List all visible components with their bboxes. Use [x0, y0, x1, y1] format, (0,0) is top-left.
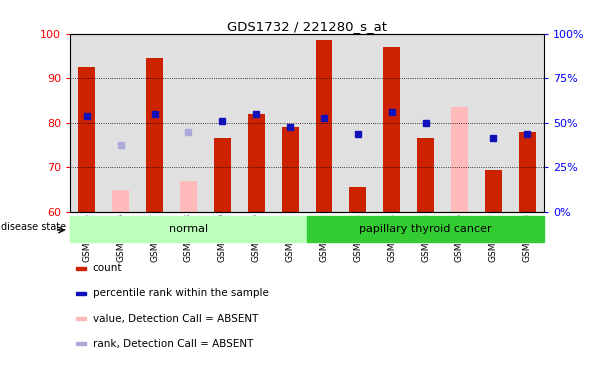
Bar [307, 216, 544, 242]
Bar [104, 34, 137, 212]
Bar [443, 34, 477, 212]
Bar [112, 190, 129, 212]
Text: count: count [92, 263, 122, 273]
Bar [282, 127, 299, 212]
Bar [273, 34, 307, 212]
Bar [214, 138, 231, 212]
Bar [70, 216, 307, 242]
Bar [76, 317, 86, 320]
Bar [341, 34, 375, 212]
Bar [70, 34, 104, 212]
Bar [146, 58, 163, 212]
Bar [510, 34, 544, 212]
Bar [485, 170, 502, 212]
Bar [76, 342, 86, 345]
Text: rank, Detection Call = ABSENT: rank, Detection Call = ABSENT [92, 339, 253, 349]
Bar [383, 47, 400, 212]
Bar [307, 34, 341, 212]
Bar [240, 34, 273, 212]
Bar [180, 181, 197, 212]
Bar [137, 34, 171, 212]
Bar [248, 114, 264, 212]
Bar [519, 132, 536, 212]
Bar [206, 34, 240, 212]
Text: normal: normal [169, 224, 208, 234]
Bar [316, 40, 333, 212]
Text: percentile rank within the sample: percentile rank within the sample [92, 288, 269, 298]
Bar [76, 267, 86, 270]
Bar [78, 67, 95, 212]
Bar [451, 107, 468, 212]
Bar [409, 34, 443, 212]
Bar [375, 34, 409, 212]
Title: GDS1732 / 221280_s_at: GDS1732 / 221280_s_at [227, 20, 387, 33]
Bar [417, 138, 434, 212]
Bar [350, 188, 366, 212]
Bar [76, 292, 86, 295]
Bar [477, 34, 510, 212]
Bar [171, 34, 206, 212]
Text: papillary thyroid cancer: papillary thyroid cancer [359, 224, 492, 234]
Text: value, Detection Call = ABSENT: value, Detection Call = ABSENT [92, 314, 258, 324]
Text: disease state: disease state [1, 222, 66, 232]
